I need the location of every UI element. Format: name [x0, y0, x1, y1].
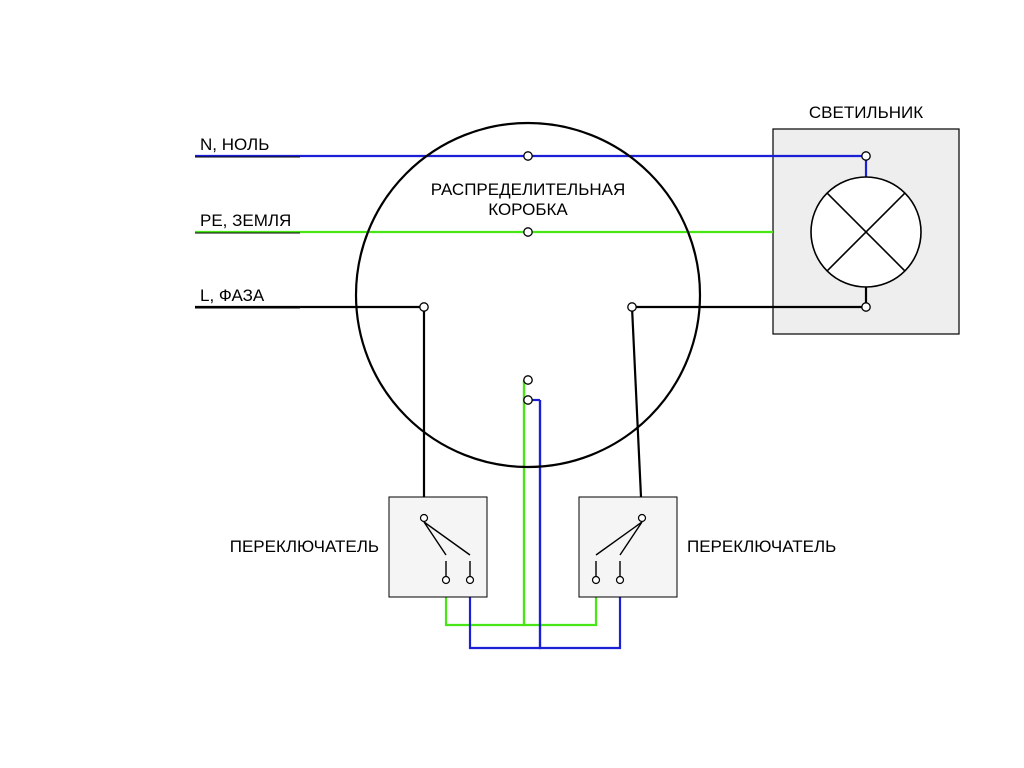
switch-terminal-t1-right: [593, 577, 600, 584]
lamp-node-neutral: [862, 152, 870, 160]
junction-box-circle: [356, 123, 700, 467]
junction-node-neutral: [524, 152, 532, 160]
label-junction-1: РАСПРЕДЕЛИТЕЛЬНАЯ: [431, 180, 626, 199]
label-neutral: N, НОЛЬ: [200, 135, 269, 154]
switch-terminal-t2-right: [617, 577, 624, 584]
junction-node-traveller-green: [524, 376, 532, 384]
switch-terminal-t2-left: [467, 577, 474, 584]
label-lamp: СВЕТИЛЬНИК: [809, 103, 923, 122]
label-switch-right: ПЕРЕКЛЮЧАТЕЛЬ: [687, 537, 836, 556]
label-switch-left: ПЕРЕКЛЮЧАТЕЛЬ: [230, 537, 379, 556]
label-earth: PE, ЗЕМЛЯ: [200, 211, 291, 230]
junction-node-live-right: [628, 303, 636, 311]
wire-live-to-sw-right: [632, 307, 642, 518]
junction-node-traveller-blue: [524, 396, 532, 404]
wiring-diagram: СВЕТИЛЬНИК РАСПРЕДЕЛИТЕЛЬНАЯКОРОБКА N, НОЛ…: [0, 0, 1024, 768]
junction-node-live-left: [420, 303, 428, 311]
label-live: L, ФАЗА: [200, 286, 265, 305]
switch-terminal-common-right: [639, 515, 646, 522]
label-junction-2: КОРОБКА: [488, 200, 568, 219]
lamp-node-live: [862, 303, 870, 311]
junction-node-earth: [524, 228, 532, 236]
switch-terminal-t1-left: [443, 577, 450, 584]
switch-terminal-common-left: [421, 515, 428, 522]
